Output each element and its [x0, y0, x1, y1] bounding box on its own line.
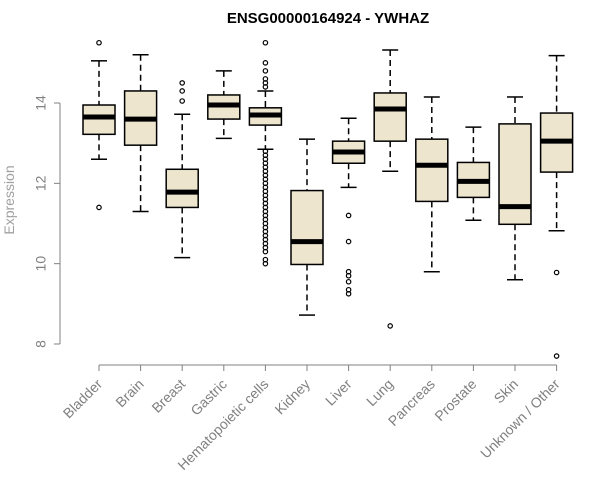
- x-category-label: Bladder: [60, 376, 106, 422]
- iqr-box: [165, 168, 199, 209]
- box-kidney: [290, 138, 324, 316]
- box-gastric: [207, 70, 241, 140]
- box-breast: [165, 80, 199, 259]
- box-skin: [498, 96, 532, 281]
- iqr-box: [373, 92, 407, 142]
- iqr-box: [498, 123, 532, 226]
- x-category-label: Kidney: [272, 376, 314, 418]
- chart-title: ENSG00000164924 - YWHAZ: [227, 10, 429, 27]
- box-unknown-other: [539, 54, 574, 359]
- outlier-point: [553, 269, 560, 276]
- y-axis-label: Expression: [1, 165, 17, 234]
- iqr-box: [290, 189, 324, 266]
- outlier-point: [262, 60, 269, 66]
- x-category-label: Skin: [491, 376, 522, 407]
- y-tick-label: 10: [33, 256, 49, 272]
- outlier-point: [179, 98, 186, 104]
- y-tick-label: 14: [33, 95, 49, 111]
- box-bladder: [82, 39, 116, 211]
- outlier-point: [179, 80, 186, 86]
- y-tick-label: 12: [33, 175, 49, 191]
- box-brain: [123, 54, 158, 213]
- iqr-box: [82, 104, 116, 136]
- boxes-layer: [82, 39, 574, 359]
- iqr-box: [415, 138, 449, 203]
- y-tick-label: 8: [33, 340, 49, 348]
- box-hematopoietic-cells: [248, 39, 283, 267]
- outlier-point: [179, 88, 186, 94]
- outlier-point: [345, 290, 352, 297]
- x-category-label: Prostate: [431, 376, 479, 424]
- outlier-point: [262, 68, 269, 74]
- box-prostate: [456, 126, 491, 222]
- x-category-label: Liver: [322, 376, 355, 409]
- outlier-point: [345, 238, 352, 245]
- outlier-point: [345, 212, 352, 219]
- outlier-point: [96, 39, 102, 46]
- box-liver: [331, 117, 366, 297]
- outlier-point: [553, 353, 560, 359]
- outlier-point: [96, 204, 102, 211]
- x-category-label: Breast: [148, 376, 188, 416]
- x-category-label: Brain: [112, 376, 146, 410]
- outlier-point: [262, 260, 269, 267]
- x-category-label: Lung: [363, 376, 396, 409]
- outlier-point: [387, 323, 394, 329]
- outlier-point: [345, 272, 352, 279]
- outlier-point: [262, 248, 269, 255]
- outlier-point: [262, 84, 269, 90]
- outlier-point: [262, 39, 269, 46]
- box-lung: [373, 49, 407, 329]
- box-pancreas: [415, 96, 449, 273]
- x-category-label: Unknown / Other: [477, 376, 563, 462]
- y-axis: 8 10 12 14: [33, 95, 61, 348]
- outlier-point: [345, 278, 352, 285]
